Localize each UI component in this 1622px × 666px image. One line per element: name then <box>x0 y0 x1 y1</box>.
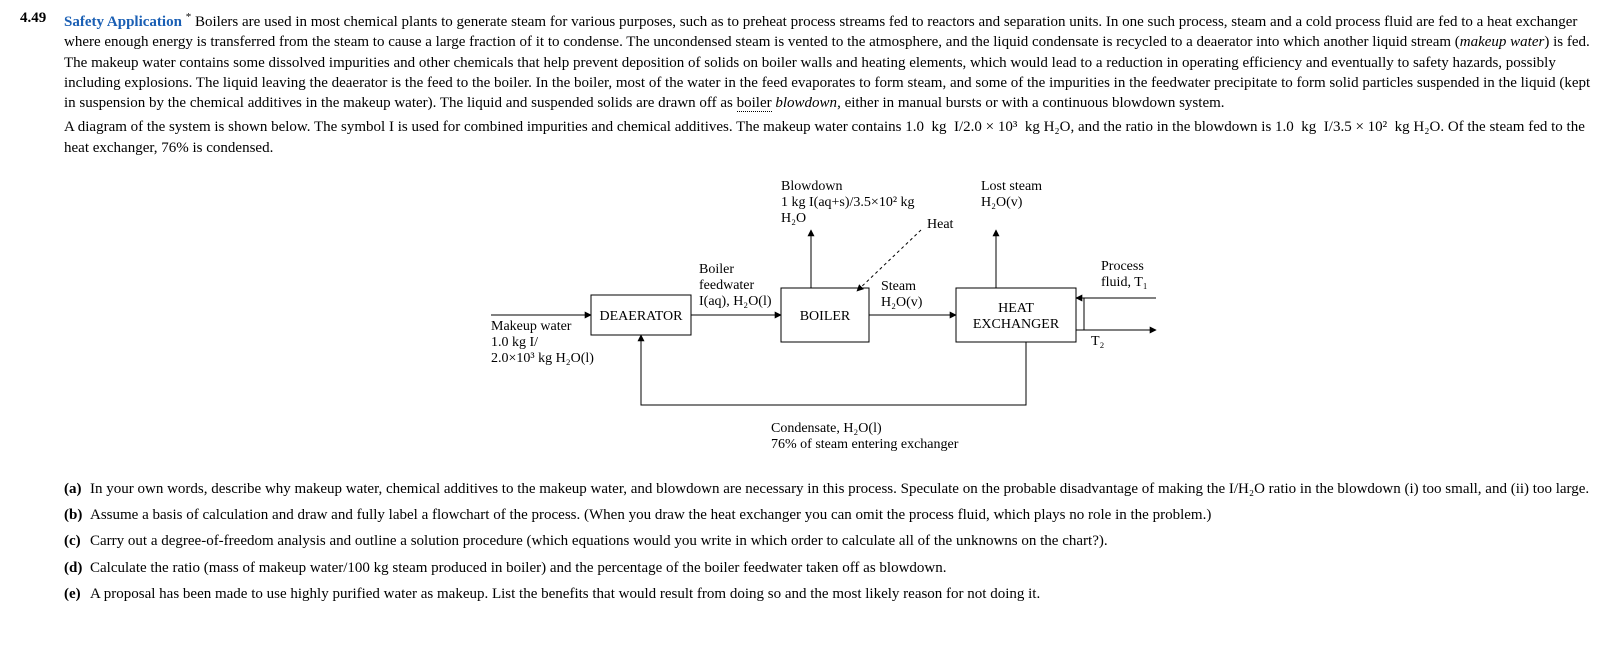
blowdown-term: blowdown <box>772 95 837 111</box>
subpart-letter: (d) <box>64 558 90 578</box>
svg-text:HEAT: HEAT <box>998 301 1034 316</box>
subpart-e: (e) A proposal has been made to use high… <box>64 584 1602 604</box>
svg-text:Condensate, H₂O(l): Condensate, H₂O(l) <box>771 421 882 436</box>
svg-text:Lost steam: Lost steam <box>981 179 1042 194</box>
intro-paragraph: Safety Application * Boilers are used in… <box>64 10 1602 113</box>
svg-text:1.0 kg I/: 1.0 kg I/ <box>491 335 538 350</box>
svg-text:Makeup water: Makeup water <box>491 319 572 334</box>
subpart-letter: (a) <box>64 479 90 499</box>
problem-number: 4.49 <box>20 10 64 113</box>
subpart-e-text: A proposal has been made to use highly p… <box>90 584 1602 604</box>
subpart-letter: (c) <box>64 531 90 551</box>
svg-text:Heat: Heat <box>927 217 954 232</box>
svg-text:H₂O(v): H₂O(v) <box>881 295 923 310</box>
svg-text:DEAERATOR: DEAERATOR <box>600 309 684 324</box>
svg-text:Boiler: Boiler <box>699 262 734 277</box>
subpart-letter: (b) <box>64 505 90 525</box>
blowdown-ratio: 1.0 kg I/3.5 × 10² kg H₂O <box>1275 119 1440 135</box>
footnote-mark: * <box>186 11 192 23</box>
problem-header-block: 4.49 Safety Application * Boilers are us… <box>20 10 1602 113</box>
subparts-list: (a) In your own words, describe why make… <box>64 479 1602 604</box>
intro-text-part3: , either in manual bursts or with a cont… <box>837 95 1224 111</box>
para2-b: , and the ratio in the blowdown is <box>1070 119 1275 135</box>
svg-text:I(aq), H₂O(l): I(aq), H₂O(l) <box>699 294 772 309</box>
subpart-letter: (e) <box>64 584 90 604</box>
svg-text:Blowdown: Blowdown <box>781 179 842 194</box>
process-diagram: DEAERATOR BOILER HEATEXCHANGER Makeup water… <box>461 170 1161 465</box>
safety-application-label: Safety Application <box>64 14 182 30</box>
second-paragraph: A diagram of the system is shown below. … <box>64 117 1602 158</box>
svg-text:Steam: Steam <box>881 279 916 294</box>
subpart-b-text: Assume a basis of calculation and draw a… <box>90 505 1602 525</box>
svg-text:2.0×10³ kg H₂O(l): 2.0×10³ kg H₂O(l) <box>491 351 594 366</box>
boiler-term: boiler <box>737 95 772 112</box>
svg-text:Process: Process <box>1101 259 1144 274</box>
makeup-ratio: 1.0 kg I/2.0 × 10³ kg H₂O <box>905 119 1070 135</box>
subpart-b: (b) Assume a basis of calculation and dr… <box>64 505 1602 525</box>
svg-text:fluid, T₁: fluid, T₁ <box>1101 275 1148 290</box>
svg-text:feedwater: feedwater <box>699 278 755 293</box>
svg-text:76% of steam entering exchange: 76% of steam entering exchanger <box>771 437 959 452</box>
makeup-water-term: makeup water <box>1460 34 1545 50</box>
svg-text:H₂O: H₂O <box>781 211 806 226</box>
svg-text:H₂O(v): H₂O(v) <box>981 195 1023 210</box>
subpart-a-text: In your own words, describe why makeup w… <box>90 479 1602 499</box>
subpart-c-text: Carry out a degree-of-freedom analysis a… <box>90 531 1602 551</box>
subpart-d-text: Calculate the ratio (mass of makeup wate… <box>90 558 1602 578</box>
subpart-c: (c) Carry out a degree-of-freedom analys… <box>64 531 1602 551</box>
svg-text:T₂: T₂ <box>1091 334 1105 349</box>
subpart-a: (a) In your own words, describe why make… <box>64 479 1602 499</box>
para2-a: A diagram of the system is shown below. … <box>64 119 905 135</box>
svg-text:1 kg I(aq+s)/3.5×10² kg: 1 kg I(aq+s)/3.5×10² kg <box>781 195 915 210</box>
subpart-d: (d) Calculate the ratio (mass of makeup … <box>64 558 1602 578</box>
intro-text-part1: Boilers are used in most chemical plants… <box>64 14 1577 50</box>
svg-text:EXCHANGER: EXCHANGER <box>973 317 1060 332</box>
svg-text:BOILER: BOILER <box>800 309 851 324</box>
